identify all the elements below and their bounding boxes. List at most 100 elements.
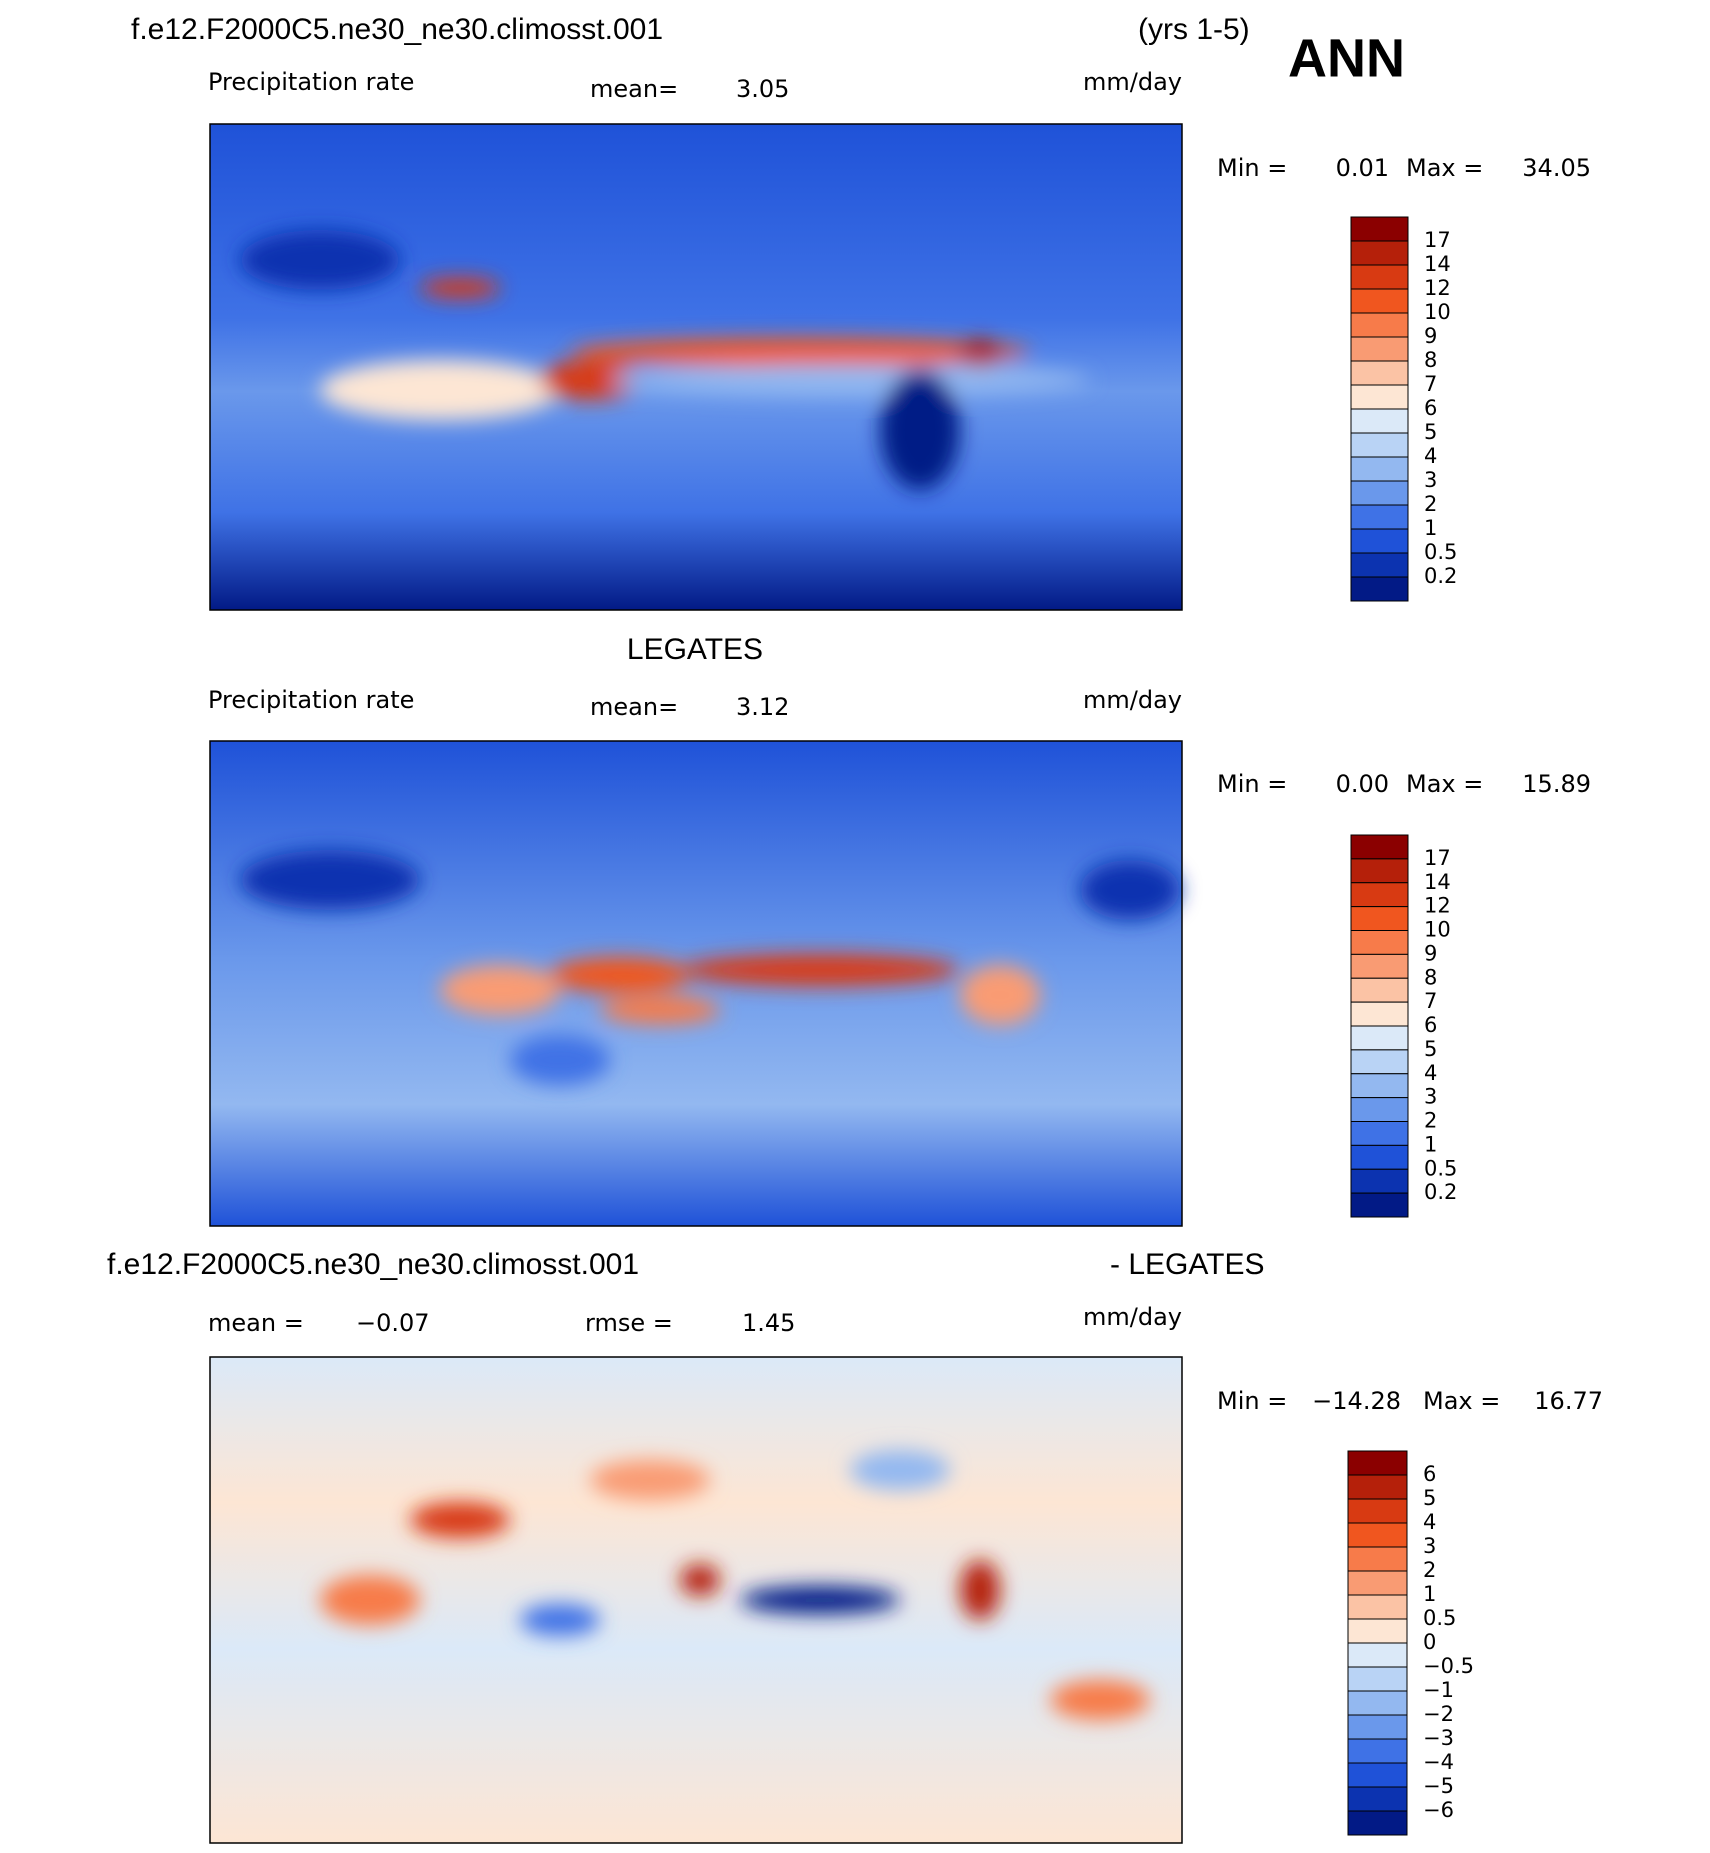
colorbar-box bbox=[1350, 312, 1409, 338]
rmse-label: rmse = bbox=[585, 1309, 673, 1337]
colorbar-label: 4 bbox=[1423, 1510, 1436, 1534]
colorbar-box bbox=[1347, 1570, 1408, 1596]
colorbar-label: 5 bbox=[1424, 420, 1437, 444]
colorbar-box bbox=[1350, 834, 1409, 860]
colorbar-label: −5 bbox=[1423, 1774, 1454, 1798]
colorbar-label: 0.5 bbox=[1423, 1606, 1456, 1630]
colorbar-box bbox=[1350, 456, 1409, 482]
mean: −0.07 bbox=[356, 1309, 430, 1337]
units: mm/day bbox=[1083, 68, 1182, 96]
colorbar-label: −4 bbox=[1423, 1750, 1454, 1774]
colorbar-label: 17 bbox=[1424, 846, 1451, 870]
colorbar-box bbox=[1347, 1450, 1408, 1476]
colorbar-label: 3 bbox=[1424, 1085, 1437, 1109]
colorbar-box bbox=[1347, 1810, 1408, 1836]
colorbar-box bbox=[1347, 1642, 1408, 1668]
colorbar-box bbox=[1350, 288, 1409, 314]
min: 0.01 bbox=[1336, 154, 1389, 182]
colorbar-box bbox=[1350, 930, 1409, 955]
field: Precipitation rate bbox=[208, 68, 414, 96]
panel-title: LEGATES bbox=[627, 633, 763, 666]
colorbar-box bbox=[1347, 1474, 1408, 1500]
map-panel-1 bbox=[209, 123, 1183, 611]
season: ANN bbox=[1288, 28, 1405, 88]
colorbar-box bbox=[1350, 858, 1409, 884]
colorbar-box bbox=[1350, 977, 1409, 1003]
panel-title-right: - LEGATES bbox=[1110, 1248, 1264, 1281]
colorbar-box bbox=[1347, 1714, 1408, 1740]
colorbar-box bbox=[1350, 1121, 1409, 1146]
colorbar-box bbox=[1350, 906, 1409, 931]
colorbar-label: 9 bbox=[1424, 941, 1437, 965]
units: mm/day bbox=[1083, 686, 1182, 714]
colorbar-label: 1 bbox=[1423, 1582, 1436, 1606]
colorbar-box bbox=[1350, 480, 1409, 506]
map-panel-3 bbox=[209, 1356, 1183, 1844]
colorbar-label: 7 bbox=[1424, 989, 1437, 1013]
rmse: 1.45 bbox=[742, 1309, 795, 1337]
mean-label: mean= bbox=[590, 75, 678, 103]
colorbar-label: 2 bbox=[1424, 1109, 1437, 1133]
colorbar-box bbox=[1350, 953, 1409, 979]
panel-title: f.e12.F2000C5.ne30_ne30.climosst.001 bbox=[107, 1248, 639, 1281]
years: (yrs 1-5) bbox=[1138, 13, 1250, 46]
colorbar-label: 1 bbox=[1424, 1132, 1437, 1156]
min: 0.00 bbox=[1336, 770, 1389, 798]
colorbar-box bbox=[1350, 360, 1409, 386]
colorbar-label: 0.5 bbox=[1424, 1156, 1457, 1180]
colorbar-label: 0.5 bbox=[1424, 540, 1457, 564]
colorbar-label: 2 bbox=[1423, 1558, 1436, 1582]
colorbar-label: 12 bbox=[1424, 276, 1451, 300]
colorbar-box bbox=[1350, 1097, 1409, 1122]
colorbar-box bbox=[1350, 408, 1409, 434]
colorbar-box bbox=[1347, 1786, 1408, 1812]
colorbar-box bbox=[1350, 264, 1409, 290]
colorbar-label: 14 bbox=[1424, 252, 1451, 276]
colorbar-box bbox=[1347, 1762, 1408, 1788]
max-label: Max = bbox=[1423, 1387, 1500, 1415]
colorbar-box bbox=[1347, 1738, 1408, 1764]
colorbar-box bbox=[1347, 1594, 1408, 1620]
colorbar-label: 17 bbox=[1424, 228, 1451, 252]
colorbar-box bbox=[1350, 336, 1409, 362]
colorbar-label: 10 bbox=[1424, 300, 1451, 324]
colorbar-label: 9 bbox=[1424, 324, 1437, 348]
max-label: Max = bbox=[1406, 154, 1483, 182]
mean-label: mean = bbox=[208, 1309, 304, 1337]
colorbar-box bbox=[1350, 1073, 1409, 1099]
colorbar-label: 4 bbox=[1424, 1061, 1437, 1085]
colorbar-box bbox=[1347, 1522, 1408, 1548]
colorbar-box bbox=[1350, 528, 1409, 554]
units: mm/day bbox=[1083, 1303, 1182, 1331]
colorbar-label: 8 bbox=[1424, 965, 1437, 989]
colorbar-label: 6 bbox=[1423, 1462, 1436, 1486]
colorbar-label: 2 bbox=[1424, 492, 1437, 516]
colorbar-box bbox=[1350, 1049, 1409, 1075]
colorbar-label: 1 bbox=[1424, 516, 1437, 540]
mean-label: mean= bbox=[590, 693, 678, 721]
colorbar-label: 0.2 bbox=[1424, 564, 1457, 588]
case-title: f.e12.F2000C5.ne30_ne30.climosst.001 bbox=[131, 13, 663, 46]
field: Precipitation rate bbox=[208, 686, 414, 714]
colorbar-label: 12 bbox=[1424, 894, 1451, 918]
max-label: Max = bbox=[1406, 770, 1483, 798]
colorbar-box bbox=[1347, 1498, 1408, 1524]
colorbar-box bbox=[1350, 1001, 1409, 1027]
colorbar-label: −0.5 bbox=[1423, 1654, 1474, 1678]
colorbar-label: 10 bbox=[1424, 918, 1451, 942]
min: −14.28 bbox=[1312, 1387, 1401, 1415]
colorbar-label: −6 bbox=[1423, 1798, 1454, 1822]
colorbar-label: 6 bbox=[1424, 1013, 1437, 1037]
colorbar-box bbox=[1350, 216, 1409, 242]
min-label: Min = bbox=[1217, 154, 1287, 182]
colorbar-box bbox=[1350, 576, 1409, 602]
map-panel-2 bbox=[209, 740, 1183, 1227]
colorbar-box bbox=[1347, 1546, 1408, 1572]
colorbar-box bbox=[1350, 384, 1409, 410]
colorbar-label: 7 bbox=[1424, 372, 1437, 396]
colorbar-label: 14 bbox=[1424, 870, 1451, 894]
colorbar-label: 0 bbox=[1423, 1630, 1436, 1654]
max: 34.05 bbox=[1522, 154, 1591, 182]
colorbar-box bbox=[1347, 1666, 1408, 1692]
